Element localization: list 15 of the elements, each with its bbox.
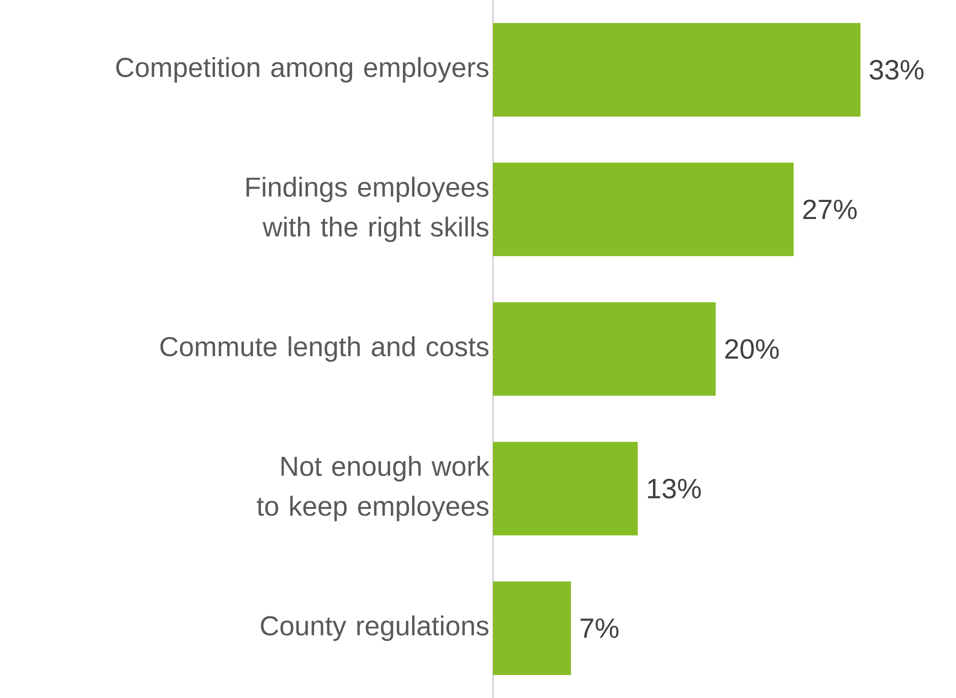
bar — [493, 442, 638, 536]
data-label: 20% — [725, 339, 779, 359]
data-label: 27% — [803, 200, 857, 220]
data-label: 13% — [648, 478, 701, 498]
bar — [493, 302, 716, 396]
data-label: 33% — [870, 60, 924, 80]
y-tick-label: Findings employees with the right skills — [246, 176, 488, 242]
bar — [493, 581, 571, 675]
y-tick-label: Commute length and costs — [160, 336, 488, 362]
bar — [493, 162, 794, 256]
y-tick-label: Not enough work to keep employees — [256, 456, 490, 522]
y-tick-label: Competition among employers — [116, 57, 488, 83]
y-tick-label: County regulations — [260, 615, 488, 641]
data-label: 7% — [580, 618, 618, 638]
bar — [493, 23, 860, 117]
